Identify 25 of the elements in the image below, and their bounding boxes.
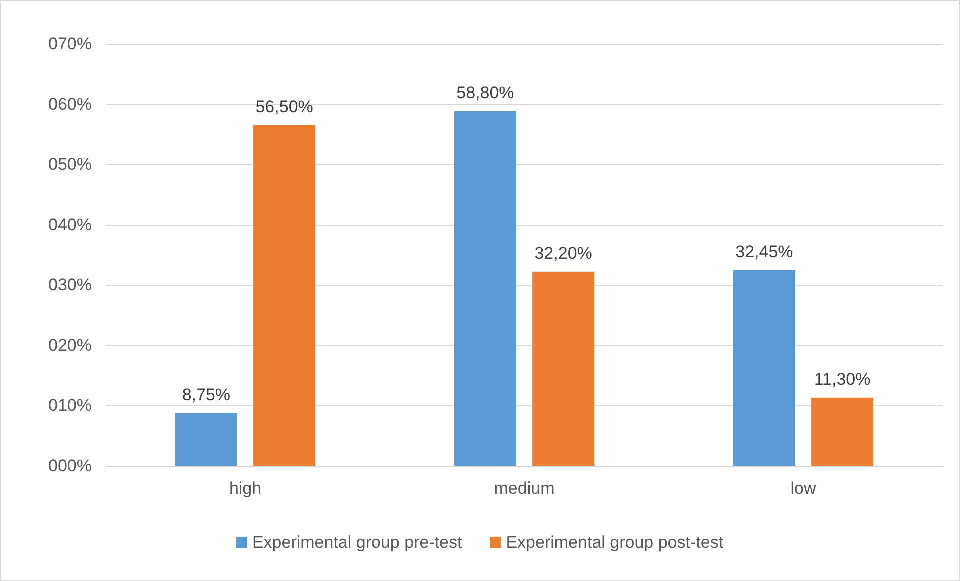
data-label: 58,80% [456,84,514,103]
y-tick-label: 050% [48,155,92,174]
data-label: 32,20% [534,244,592,263]
y-tick-label: 070% [48,34,92,54]
bar [532,272,595,466]
bar [254,125,316,466]
data-label: 11,30% [814,370,871,389]
y-tick-label: 060% [48,94,92,114]
y-tick-label: 000% [48,456,92,476]
data-label: 8,75% [182,385,231,404]
y-tick-label: 020% [48,336,92,355]
x-tick-label: medium [494,479,555,498]
bar [812,398,874,466]
data-label: 32,45% [736,242,794,262]
legend-label: Experimental group post-test [506,533,724,552]
bar [733,270,796,466]
y-tick-label: 040% [48,215,92,234]
bar [175,413,238,466]
x-tick-label: low [790,479,817,498]
legend-label: Experimental group pre-test [252,533,462,552]
bar [454,112,516,466]
y-tick-label: 010% [48,396,92,416]
x-tick-label: high [229,479,262,498]
y-tick-label: 030% [48,276,92,295]
data-label: 56,50% [256,97,314,116]
